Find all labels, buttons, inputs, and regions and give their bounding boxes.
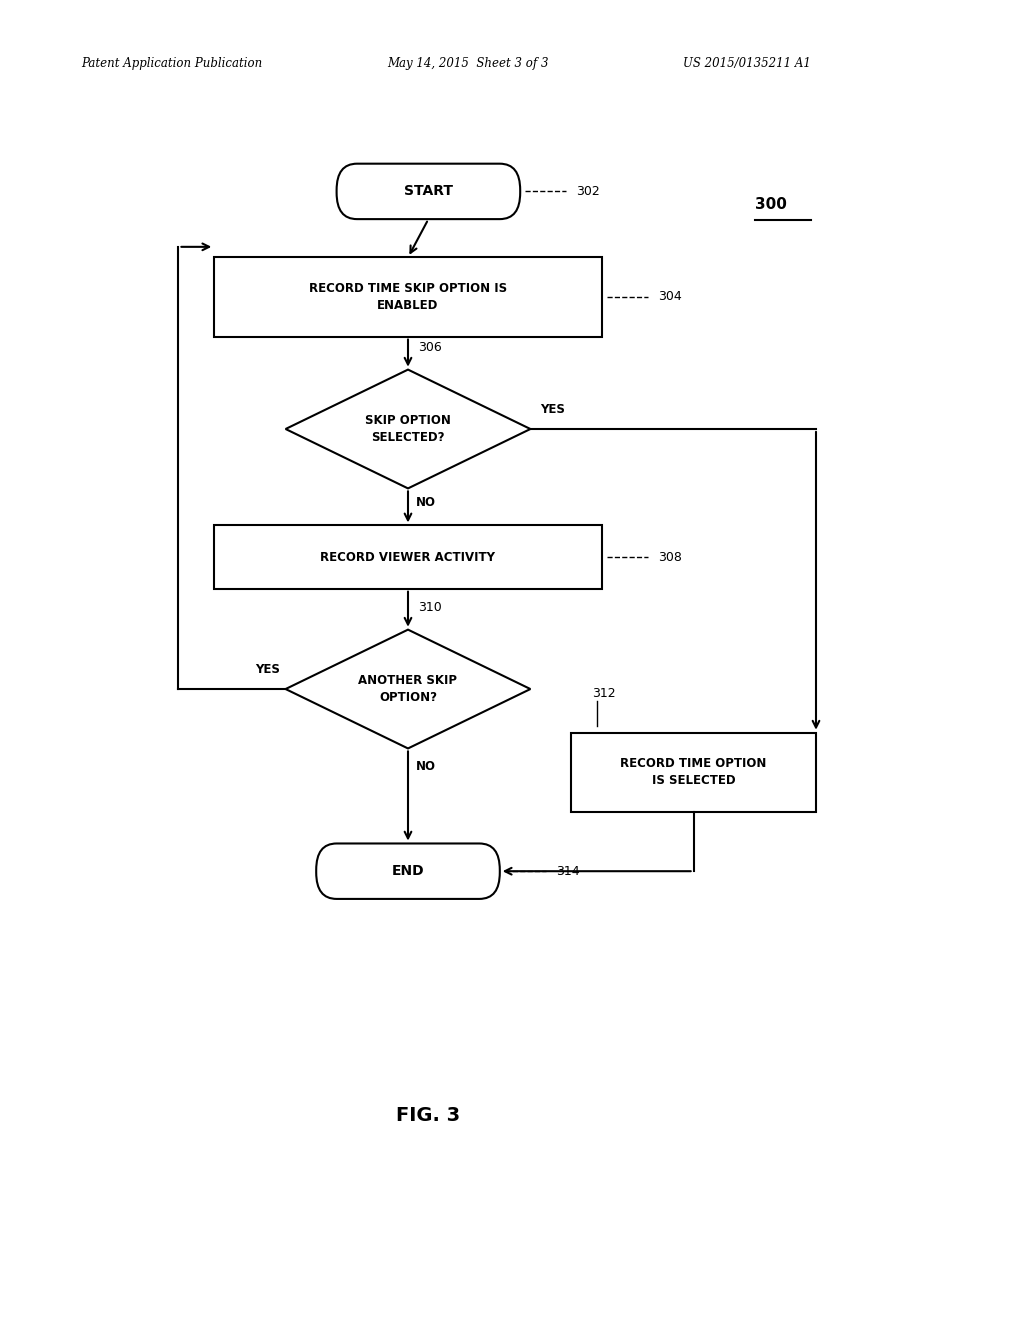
Text: RECORD TIME OPTION
IS SELECTED: RECORD TIME OPTION IS SELECTED — [620, 758, 766, 787]
Text: ANOTHER SKIP
OPTION?: ANOTHER SKIP OPTION? — [358, 675, 458, 704]
Text: 300: 300 — [754, 197, 786, 213]
Text: 312: 312 — [591, 686, 614, 700]
Text: START: START — [404, 185, 452, 198]
Text: 304: 304 — [657, 290, 681, 304]
Text: 306: 306 — [418, 341, 441, 354]
Text: SKIP OPTION
SELECTED?: SKIP OPTION SELECTED? — [365, 414, 450, 444]
Text: 310: 310 — [418, 601, 441, 614]
Bar — [214, 257, 601, 337]
Text: May 14, 2015  Sheet 3 of 3: May 14, 2015 Sheet 3 of 3 — [387, 57, 548, 70]
Polygon shape — [285, 370, 530, 488]
Text: 308: 308 — [657, 550, 681, 564]
Text: YES: YES — [256, 663, 280, 676]
Text: 314: 314 — [555, 865, 579, 878]
Bar — [214, 525, 601, 589]
Text: NO: NO — [416, 496, 436, 510]
Text: FIG. 3: FIG. 3 — [396, 1106, 460, 1125]
FancyBboxPatch shape — [316, 843, 499, 899]
Text: US 2015/0135211 A1: US 2015/0135211 A1 — [683, 57, 810, 70]
Text: YES: YES — [540, 403, 565, 416]
FancyBboxPatch shape — [336, 164, 520, 219]
Text: END: END — [391, 865, 424, 878]
Text: NO: NO — [416, 760, 436, 774]
Polygon shape — [285, 630, 530, 748]
Text: Patent Application Publication: Patent Application Publication — [82, 57, 263, 70]
Bar — [571, 733, 815, 812]
Text: RECORD VIEWER ACTIVITY: RECORD VIEWER ACTIVITY — [320, 550, 495, 564]
Text: 302: 302 — [576, 185, 599, 198]
Text: RECORD TIME SKIP OPTION IS
ENABLED: RECORD TIME SKIP OPTION IS ENABLED — [309, 282, 506, 312]
